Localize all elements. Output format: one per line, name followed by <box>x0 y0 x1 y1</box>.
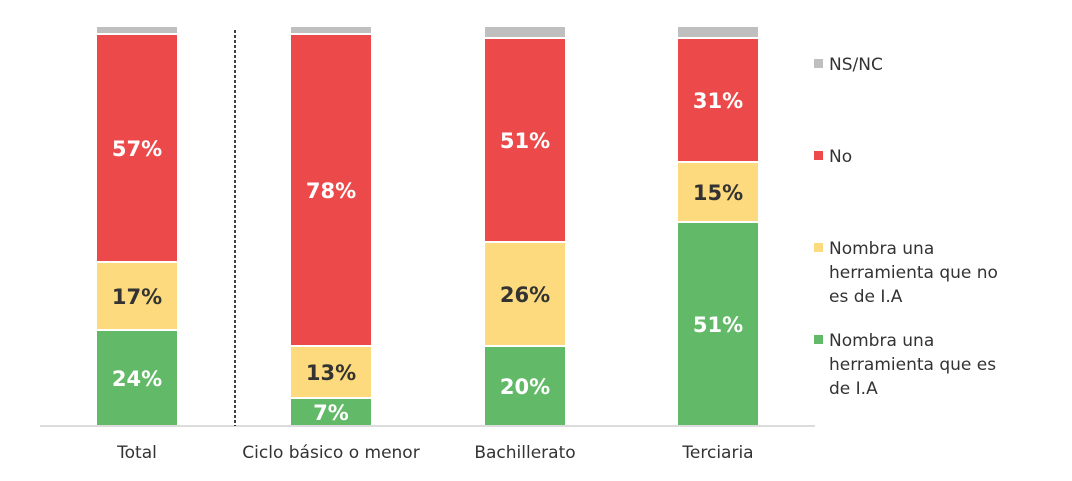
bar-segment <box>95 25 179 35</box>
x-tick-label: Total <box>116 443 157 463</box>
data-label: 15% <box>693 181 743 205</box>
x-tick-label: Bachillerato <box>474 443 575 463</box>
data-label: 7% <box>313 401 349 425</box>
x-tick-label: Ciclo básico o menor <box>242 443 419 463</box>
data-label: 24% <box>112 367 162 391</box>
data-label: 57% <box>112 137 162 161</box>
legend-swatch <box>814 59 823 68</box>
x-tick-label: Terciaria <box>681 443 753 463</box>
bar-segment <box>483 241 567 347</box>
legend-label: herramienta que es <box>829 355 996 375</box>
legend-swatch <box>814 335 823 344</box>
bar-segment <box>676 37 760 163</box>
bar-segment <box>676 221 760 427</box>
bar-segment <box>676 161 760 223</box>
data-label: 51% <box>693 313 743 337</box>
legend-label: es de I.A <box>829 287 903 307</box>
bar-segment <box>289 33 373 347</box>
legend-label: No <box>829 147 852 167</box>
legend-label: de I.A <box>829 379 878 399</box>
legend-label: NS/NC <box>829 55 883 75</box>
legend-swatch <box>814 151 823 160</box>
bar-segment <box>289 397 373 427</box>
data-label: 51% <box>500 129 550 153</box>
data-label: 78% <box>306 179 356 203</box>
data-label: 17% <box>112 285 162 309</box>
bar-segment <box>289 345 373 399</box>
data-label: 13% <box>306 361 356 385</box>
legend-label: herramienta que no <box>829 263 998 283</box>
data-label: 20% <box>500 375 550 399</box>
bar-segment <box>95 329 179 427</box>
bar-segment <box>289 25 373 35</box>
bar-segment <box>483 25 567 39</box>
bar-segment <box>95 261 179 331</box>
bar-segment <box>483 37 567 243</box>
legend-label: Nombra una <box>829 331 934 351</box>
legend-label: Nombra una <box>829 239 934 259</box>
bar-segment <box>676 25 760 39</box>
legend-swatch <box>814 243 823 252</box>
data-label: 31% <box>693 89 743 113</box>
data-label: 26% <box>500 283 550 307</box>
